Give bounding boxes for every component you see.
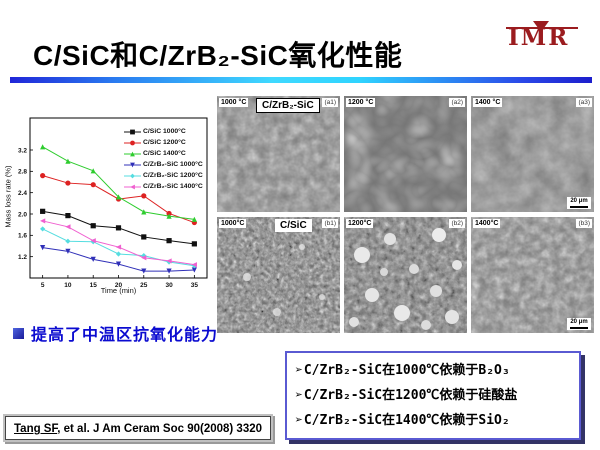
panel-temp-label: 1200°C — [346, 219, 374, 228]
arrow-bullet-icon: ➢ — [295, 388, 303, 403]
svg-text:5: 5 — [41, 282, 45, 289]
chart-plot-area: 5 10 15 20 25 30 35 1.2 1.6 2.0 2.4 2.8 3.2 Time (min… — [18, 117, 208, 295]
panel-id-label: (b1) — [322, 219, 338, 228]
panel-temp-label: 1400°C — [473, 219, 501, 228]
sem-panel-a3: 1400 °C (a3) 20 μm — [471, 96, 594, 212]
scale-bar-label: 20 μm — [570, 319, 588, 325]
svg-text:20: 20 — [115, 282, 123, 289]
title-underline-rule — [10, 77, 592, 83]
chart-legend: C/SiC 1000°C C/SiC 1200°C C/SiC 1400°C C/Zr… — [124, 126, 203, 192]
scale-bar: 20 μm — [567, 197, 591, 209]
conclusion-item: ➢C/ZrB₂-SiC在1200℃依赖于硅酸盐 — [295, 383, 573, 408]
citation-rest: , et al. J Am Ceram Soc 90(2008) 3320 — [57, 423, 263, 435]
panel-id-label: (b2) — [449, 219, 465, 228]
conclusion-text: C/ZrB₂-SiC在1200℃依赖于硅酸盐 — [303, 388, 518, 403]
legend-marker-icon — [124, 184, 141, 189]
square-bullet-icon — [13, 327, 24, 339]
legend-item: C/ZrB₂-SiC 1200°C — [124, 170, 203, 181]
sem-micrograph-grid: 1000 °C C/ZrB₂-SiC (a1) 1200 °C (a2) 140… — [217, 96, 594, 333]
takeaway-text: 提高了中温区抗氧化能力 — [31, 327, 219, 344]
scale-bar-line — [570, 327, 588, 329]
material-label-czrb2sic: C/ZrB₂-SiC — [256, 98, 320, 113]
legend-item: C/SiC 1200°C — [124, 137, 203, 148]
svg-text:30: 30 — [165, 282, 173, 289]
legend-marker-icon — [124, 129, 141, 134]
panel-temp-label: 1200 °C — [346, 98, 376, 107]
legend-label: C/ZrB₂-SiC 1400°C — [143, 183, 203, 190]
legend-label: C/SiC 1000°C — [143, 128, 186, 135]
legend-marker-icon — [124, 151, 141, 156]
sem-panel-b3: 1400°C (b3) 20 μm — [471, 217, 594, 333]
citation-author: Tang SF — [14, 423, 58, 435]
sem-panel-a1: 1000 °C C/ZrB₂-SiC (a1) — [217, 96, 340, 212]
sem-panel-b1: 1000°C C/SiC (b1) — [217, 217, 340, 333]
svg-text:3.2: 3.2 — [18, 147, 27, 154]
slide-title: C/SiC和C/ZrB₂-SiC氧化性能 — [33, 40, 403, 71]
imr-logo: IMR — [506, 17, 578, 53]
panel-id-label: (a3) — [576, 98, 592, 107]
scale-bar-label: 20 μm — [570, 198, 588, 204]
svg-text:2.0: 2.0 — [18, 211, 27, 218]
svg-text:1.2: 1.2 — [18, 254, 27, 261]
conclusion-item: ➢C/ZrB₂-SiC在1400℃依赖于SiO₂ — [295, 408, 573, 433]
panel-id-label: (b3) — [576, 219, 592, 228]
legend-label: C/SiC 1200°C — [143, 139, 186, 146]
legend-marker-icon — [124, 173, 141, 178]
legend-item: C/SiC 1000°C — [124, 126, 203, 137]
legend-label: C/SiC 1400°C — [143, 150, 186, 157]
chart-y-axis-label: Mass loss rate (%) — [3, 165, 13, 228]
panel-id-label: (a2) — [449, 98, 465, 107]
conclusion-text: C/ZrB₂-SiC在1000℃依赖于B₂O₃ — [303, 363, 510, 378]
svg-text:Time (min): Time (min) — [101, 286, 137, 295]
arrow-bullet-icon: ➢ — [295, 363, 303, 378]
svg-text:10: 10 — [64, 282, 72, 289]
svg-text:25: 25 — [140, 282, 148, 289]
panel-temp-label: 1400 °C — [473, 98, 503, 107]
panel-temp-label: 1000°C — [219, 219, 247, 228]
arrow-bullet-icon: ➢ — [295, 413, 303, 428]
sem-panel-b2: 1200°C (b2) — [344, 217, 467, 333]
scale-bar-line — [570, 206, 588, 208]
conclusion-text: C/ZrB₂-SiC在1400℃依赖于SiO₂ — [303, 413, 510, 428]
svg-text:2.8: 2.8 — [18, 169, 27, 176]
material-label-csic: C/SiC — [275, 219, 312, 232]
legend-label: C/ZrB₂-SiC 1000°C — [143, 161, 203, 168]
legend-item: C/SiC 1400°C — [124, 148, 203, 159]
svg-text:15: 15 — [90, 282, 98, 289]
scale-bar: 20 μm — [567, 318, 591, 330]
svg-text:2.4: 2.4 — [18, 190, 27, 197]
citation-box: Tang SF, et al. J Am Ceram Soc 90(2008) … — [5, 416, 272, 440]
logo-triangle-icon — [533, 21, 549, 32]
conclusion-item: ➢C/ZrB₂-SiC在1000℃依赖于B₂O₃ — [295, 358, 573, 383]
legend-marker-icon — [124, 140, 141, 145]
svg-text:35: 35 — [191, 282, 199, 289]
sem-panel-a2: 1200 °C (a2) — [344, 96, 467, 212]
logo-text: IMR — [508, 24, 570, 51]
legend-marker-icon — [124, 162, 141, 167]
legend-label: C/ZrB₂-SiC 1200°C — [143, 172, 203, 179]
panel-id-label: (a1) — [322, 98, 338, 107]
takeaway-line: 提高了中温区抗氧化能力 — [13, 321, 218, 345]
legend-item: C/ZrB₂-SiC 1400°C — [124, 181, 203, 192]
legend-item: C/ZrB₂-SiC 1000°C — [124, 159, 203, 170]
mass-loss-chart: 5 10 15 20 25 30 35 1.2 1.6 2.0 2.4 2.8 3.2 Time (min… — [0, 106, 210, 296]
svg-text:1.6: 1.6 — [18, 233, 27, 240]
conclusions-box: ➢C/ZrB₂-SiC在1000℃依赖于B₂O₃ ➢C/ZrB₂-SiC在120… — [285, 351, 581, 440]
panel-temp-label: 1000 °C — [219, 98, 249, 107]
